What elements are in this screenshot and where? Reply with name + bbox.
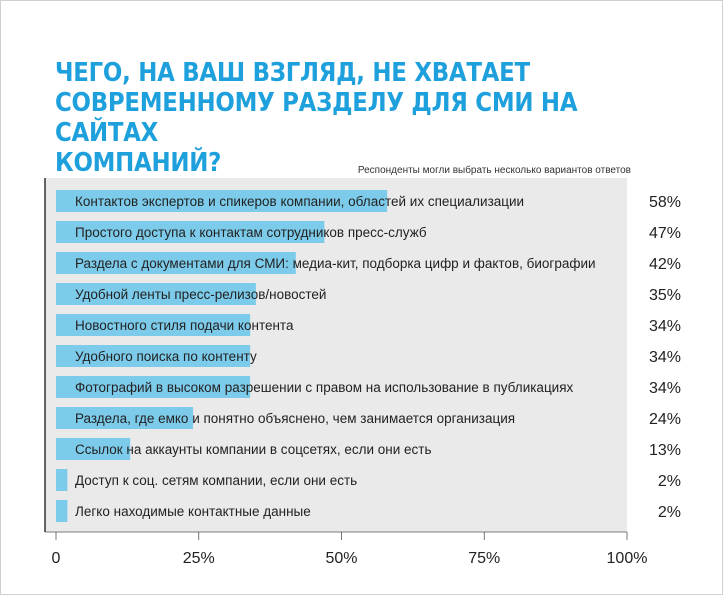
bar-category-label: Фотографий в высоком разрешении с правом… — [75, 380, 574, 395]
bar — [56, 500, 68, 522]
bar-category-label: Контактов экспертов и спикеров компании,… — [75, 194, 524, 209]
chart-title: ЧЕГО, НА ВАШ ВЗГЛЯД, НЕ ХВАТАЕТ СОВРЕМЕН… — [55, 58, 578, 178]
bar-value-label: 24% — [649, 411, 681, 428]
bar — [56, 283, 256, 305]
x-tick-label: 75% — [468, 550, 500, 567]
bar — [56, 438, 131, 460]
bar-value-label: 34% — [649, 318, 681, 335]
bar — [56, 314, 251, 336]
x-tick-label: 25% — [183, 550, 215, 567]
chart-subtitle: Респонденты могли выбрать несколько вари… — [357, 165, 631, 176]
bar-value-label: 35% — [649, 287, 681, 304]
bar-value-label: 58% — [649, 194, 681, 211]
bar-value-label: 2% — [658, 504, 681, 521]
bar — [56, 221, 325, 243]
bar-category-label: Раздела с документами для СМИ: медиа-кит… — [75, 256, 596, 271]
bar — [56, 345, 251, 367]
bar-category-label: Ссылок на аккаунты компании в соцсетях, … — [75, 442, 432, 457]
bar-value-label: 34% — [649, 349, 681, 366]
bar — [56, 190, 388, 212]
bar-value-label: 47% — [649, 225, 681, 242]
bar-category-label: Новостного стиля подачи контента — [75, 318, 294, 333]
bar-category-label: Удобного поиска по контенту — [75, 349, 257, 364]
bar-value-label: 13% — [649, 442, 681, 459]
bar-category-label: Легко находимые контактные данные — [75, 504, 311, 519]
bar — [56, 376, 251, 398]
bar — [56, 407, 194, 429]
bar-category-label: Раздела, где емко и понятно объяснено, ч… — [75, 411, 515, 426]
bar — [56, 469, 68, 491]
x-tick-label: 50% — [325, 550, 357, 567]
bar-category-label: Простого доступа к контактам сотрудников… — [75, 225, 427, 240]
bar-value-label: 2% — [658, 473, 681, 490]
bar-category-label: Доступ к соц. сетям компании, если они е… — [75, 473, 357, 488]
bar-value-label: 34% — [649, 380, 681, 397]
bar — [56, 252, 296, 274]
x-tick-label: 0 — [52, 550, 61, 567]
bar-value-label: 42% — [649, 256, 681, 273]
bar-category-label: Удобной ленты пресс-релизов/новостей — [75, 287, 326, 302]
x-tick-label: 100% — [607, 550, 648, 567]
